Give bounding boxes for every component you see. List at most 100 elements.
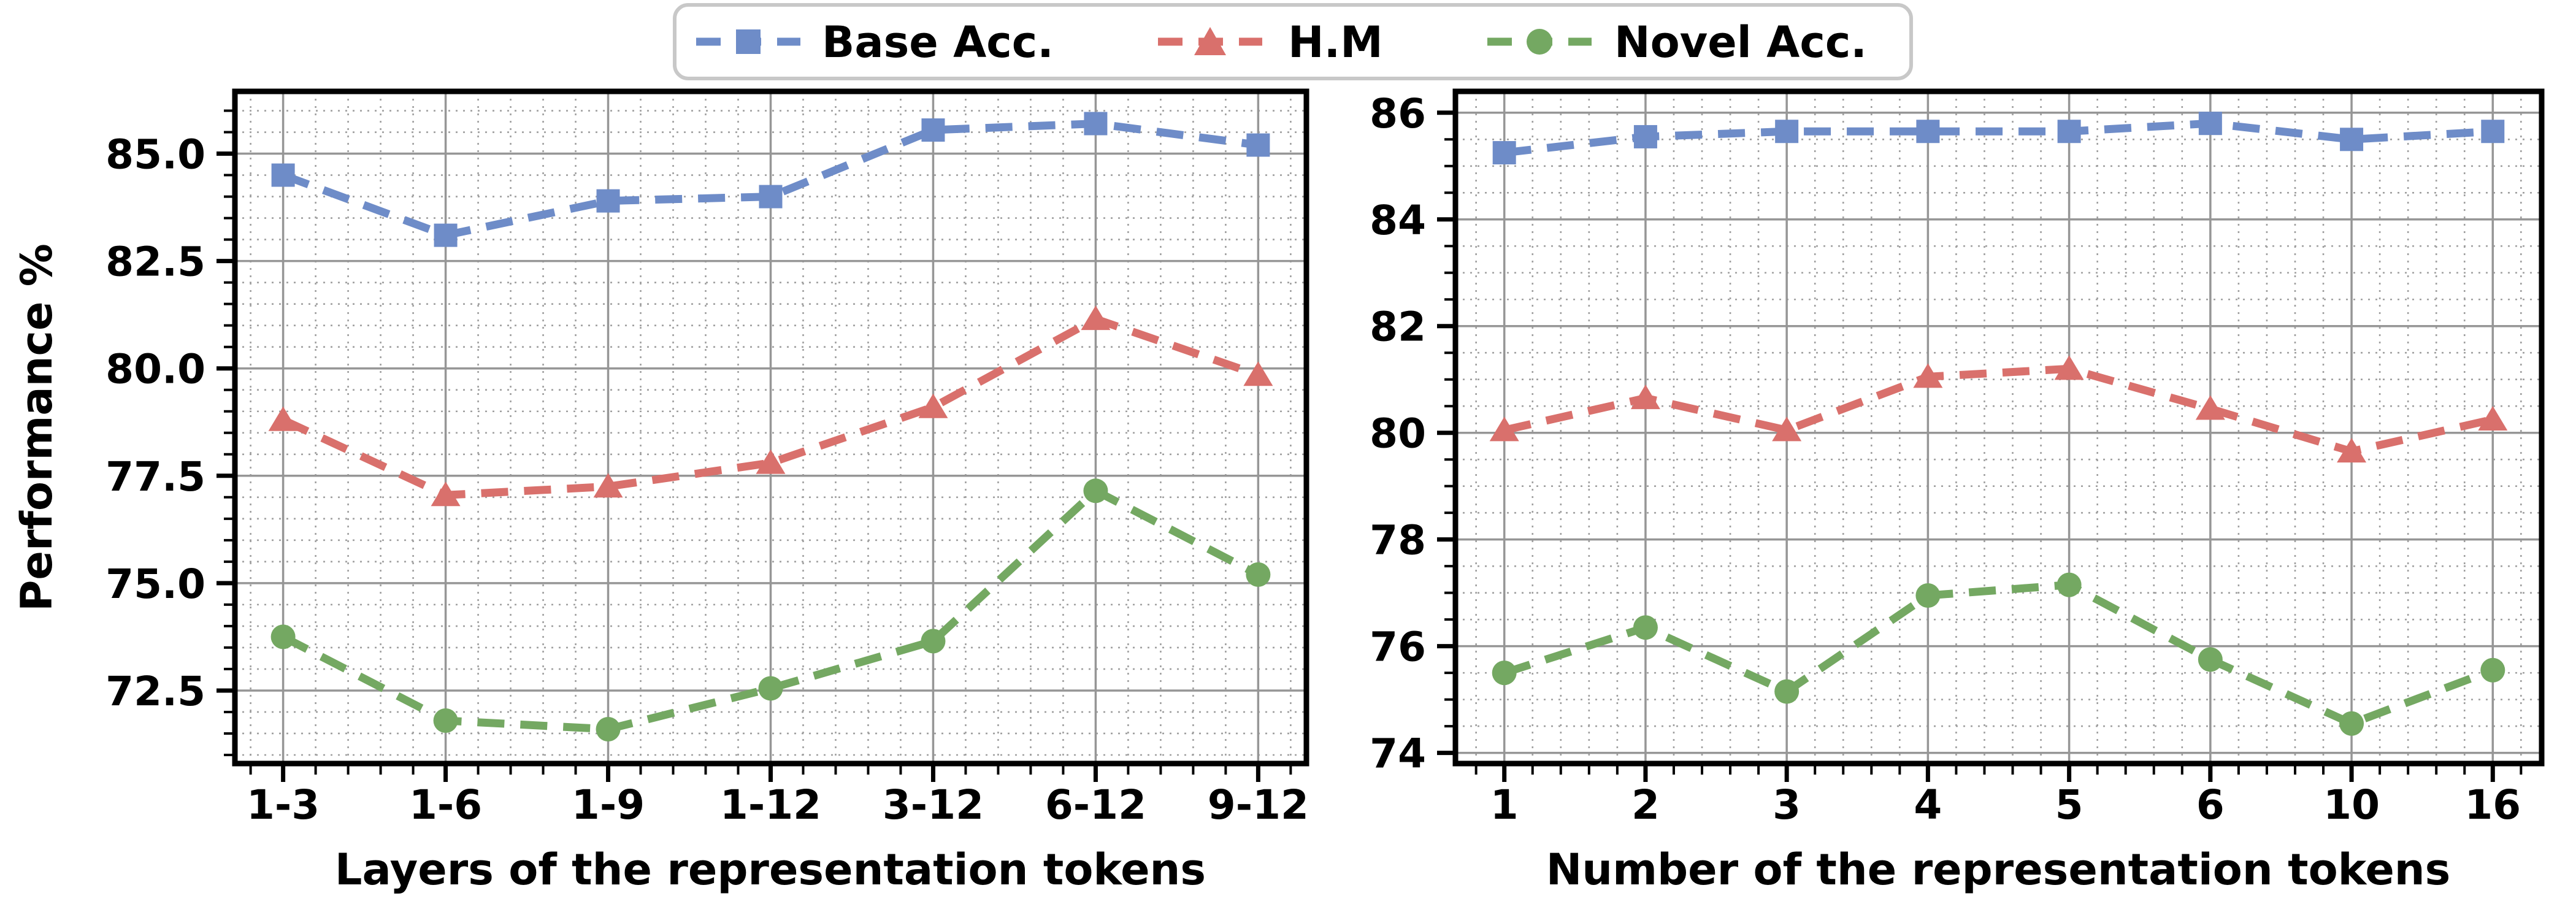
triangle-data-marker [756, 449, 786, 474]
right-panel: 74 76 78 80 82 84 86 1 2 3 4 5 6 10 16 [1370, 88, 2545, 829]
left-y-axis-label: Performance % [12, 243, 62, 611]
x-tick-label: 6 [2196, 781, 2225, 829]
circle-data-marker [2057, 572, 2082, 597]
circle-data-marker [1492, 661, 1517, 686]
x-tick-label: 2 [1631, 781, 1660, 829]
circle-data-marker [1246, 562, 1271, 587]
left-panel: 72.5 75.0 77.5 80.0 82.5 85.0 1-3 1-6 1-9 1-12 3-1… [105, 88, 1309, 829]
legend-label: Base Acc. [822, 17, 1054, 67]
series-group [268, 112, 1273, 741]
series-line-circle [1503, 580, 2494, 728]
circle-data-marker [2480, 657, 2505, 683]
legend-item-novel-acc: Novel Acc. [1487, 17, 1867, 67]
square-data-marker [759, 185, 783, 209]
x-tick-label: 1 [1490, 781, 1519, 829]
circle-marker-icon [1527, 29, 1552, 55]
square-data-marker [434, 223, 458, 247]
x-tick-label: 6-12 [1045, 781, 1146, 829]
triangle-data-marker [918, 393, 948, 418]
x-tick-label: 5 [2055, 781, 2083, 829]
legend-label: H.M [1288, 17, 1383, 67]
tick-labels: 74 76 78 80 82 84 86 1 2 3 4 5 6 10 16 [1370, 90, 2521, 829]
x-tick-label: 3 [1773, 781, 1801, 829]
square-data-marker [271, 163, 295, 187]
circle-data-marker [1915, 583, 1941, 608]
axis-ticks [1437, 110, 2523, 782]
y-tick-label: 78 [1370, 517, 1426, 564]
triangle-data-marker [593, 473, 623, 498]
square-data-marker [2481, 120, 2505, 144]
square-marker-icon [736, 29, 761, 54]
circle-data-marker [2198, 647, 2223, 672]
y-tick-label: 85.0 [105, 131, 205, 178]
square-data-marker [1775, 120, 1799, 144]
circle-data-marker [1774, 679, 1800, 704]
square-data-marker [1633, 124, 1657, 148]
square-data-marker [921, 118, 945, 142]
legend-item-base-acc: Base Acc. [696, 17, 1054, 67]
circle-data-marker [270, 624, 296, 649]
major-gridlines [235, 91, 1306, 764]
y-tick-label: 80 [1370, 410, 1426, 458]
circle-data-marker [2339, 711, 2364, 736]
triangle-data-marker [2337, 438, 2367, 463]
minor-gridlines [1455, 91, 2542, 764]
square-data-marker [1492, 141, 1516, 165]
x-tick-label: 1-6 [409, 781, 482, 829]
circle-data-marker [433, 708, 458, 733]
triangle-marker-icon [1194, 27, 1226, 55]
square-data-marker [596, 189, 620, 213]
plot-frame [1452, 88, 2545, 767]
triangle-data-marker [1243, 361, 1273, 386]
left-x-axis-label: Layers of the representation tokens [335, 844, 1206, 895]
circle-data-marker [596, 716, 621, 741]
right-x-axis-label: Number of the representation tokens [1546, 844, 2451, 895]
x-tick-label: 1-12 [720, 781, 821, 829]
square-data-marker [1246, 133, 1270, 157]
legend-box [673, 3, 1913, 80]
y-tick-label: 74 [1370, 730, 1426, 778]
major-gridlines [1455, 91, 2542, 764]
legend-item-hm: H.M [1158, 17, 1383, 67]
y-tick-label: 82 [1370, 304, 1426, 351]
triangle-data-marker [431, 481, 461, 507]
series-line-triangle [1503, 364, 2494, 456]
square-data-marker [2198, 112, 2222, 136]
y-tick-label: 80.0 [105, 346, 205, 393]
legend-label: Novel Acc. [1614, 17, 1867, 67]
square-data-marker [1916, 120, 1940, 144]
axis-ticks [217, 109, 1292, 782]
y-tick-label: 84 [1370, 197, 1426, 244]
square-data-marker [2340, 128, 2364, 151]
triangle-data-marker [2478, 405, 2508, 431]
circle-data-marker [1633, 615, 1658, 640]
triangle-data-marker [2054, 355, 2084, 380]
circle-data-marker [758, 676, 783, 701]
x-tick-label: 3-12 [883, 781, 984, 829]
y-tick-label: 75.0 [105, 561, 205, 608]
x-tick-label: 9-12 [1208, 781, 1309, 829]
circle-data-marker [921, 629, 946, 654]
y-tick-label: 86 [1370, 90, 1426, 137]
triangle-data-marker [2195, 395, 2225, 420]
triangle-data-marker [1489, 416, 1519, 442]
y-tick-label: 77.5 [105, 453, 205, 500]
y-tick-label: 82.5 [105, 239, 205, 286]
x-tick-label: 16 [2464, 781, 2521, 829]
x-tick-label: 1-9 [572, 781, 645, 829]
triangle-data-marker [1913, 363, 1943, 388]
triangle-data-marker [1630, 385, 1660, 410]
x-tick-label: 4 [1914, 781, 1942, 829]
circle-data-marker [1083, 478, 1108, 504]
y-tick-label: 72.5 [105, 668, 205, 715]
x-tick-label: 10 [2323, 781, 2380, 829]
series-line-square [1503, 119, 2493, 157]
square-data-marker [1084, 112, 1108, 136]
triangle-data-marker [1772, 416, 1802, 442]
tick-labels: 72.5 75.0 77.5 80.0 82.5 85.0 1-3 1-6 1-9 1-12 3-1… [105, 131, 1309, 829]
x-tick-label: 1-3 [247, 781, 320, 829]
series-group [1489, 112, 2508, 736]
triangle-data-marker [268, 406, 298, 431]
